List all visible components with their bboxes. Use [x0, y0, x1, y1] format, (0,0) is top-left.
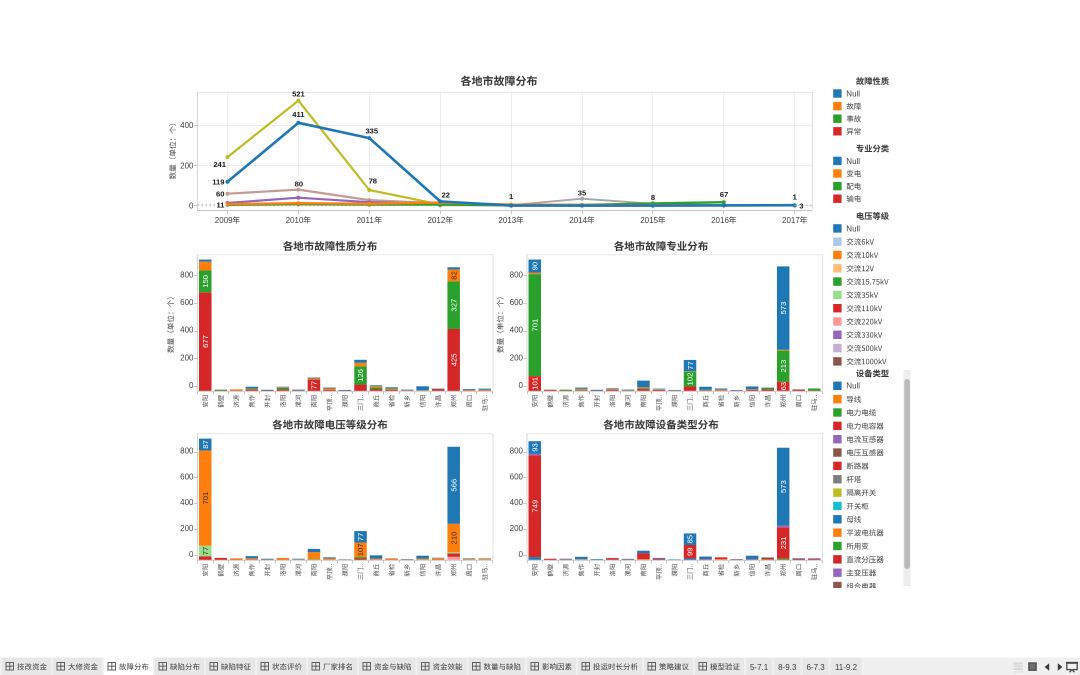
svg-text:2014: 2014	[569, 216, 587, 225]
svg-text:0: 0	[189, 381, 194, 390]
svg-text:101: 101	[531, 377, 540, 390]
svg-text:749: 749	[530, 500, 539, 513]
svg-text:0: 0	[189, 202, 194, 211]
svg-text:2011: 2011	[357, 216, 375, 225]
svg-text:22: 22	[441, 190, 449, 199]
svg-text:400: 400	[180, 326, 194, 335]
svg-text:2015: 2015	[640, 216, 658, 225]
svg-text:Null: Null	[846, 224, 860, 233]
svg-text:400: 400	[180, 498, 194, 507]
svg-text:77: 77	[356, 533, 365, 542]
svg-text:8: 8	[651, 193, 655, 202]
svg-text:327: 327	[449, 299, 458, 312]
svg-text:600: 600	[180, 472, 194, 481]
svg-text:102: 102	[686, 373, 695, 386]
svg-text:87: 87	[201, 440, 210, 449]
svg-text:701: 701	[201, 492, 210, 505]
svg-text:425: 425	[449, 353, 458, 366]
svg-text:60: 60	[216, 189, 224, 198]
svg-text:200: 200	[180, 161, 194, 170]
svg-text:119: 119	[212, 177, 224, 186]
svg-text:99: 99	[686, 547, 695, 556]
svg-text:85: 85	[686, 535, 695, 544]
svg-text:2010: 2010	[286, 216, 304, 225]
svg-text:200: 200	[510, 524, 524, 533]
svg-text:6-7.3: 6-7.3	[806, 663, 825, 672]
svg-text:8-9.3: 8-9.3	[778, 663, 797, 672]
svg-text:200: 200	[180, 353, 194, 362]
svg-text:231: 231	[779, 537, 788, 550]
svg-text:400: 400	[510, 498, 524, 507]
svg-text:Null: Null	[846, 382, 860, 391]
svg-text:600: 600	[180, 298, 194, 307]
svg-text:2013: 2013	[498, 216, 516, 225]
svg-text:800: 800	[510, 447, 524, 456]
svg-text:126: 126	[356, 369, 365, 382]
svg-text:701: 701	[530, 319, 539, 332]
svg-text:5-7.1: 5-7.1	[750, 663, 769, 672]
svg-text:78: 78	[369, 177, 377, 186]
svg-text:0: 0	[519, 550, 524, 559]
svg-text:400: 400	[510, 326, 524, 335]
svg-text:93: 93	[530, 443, 539, 452]
svg-text:90: 90	[530, 262, 539, 271]
svg-text:677: 677	[201, 335, 210, 348]
svg-text:521: 521	[292, 90, 305, 99]
svg-text:0: 0	[519, 381, 524, 390]
svg-text:77: 77	[201, 547, 210, 556]
svg-text:2016: 2016	[711, 216, 729, 225]
svg-text:3: 3	[799, 202, 803, 211]
svg-text:335: 335	[365, 127, 378, 136]
svg-text:67: 67	[720, 190, 728, 199]
svg-text:241: 241	[213, 160, 226, 169]
svg-text:82: 82	[449, 271, 458, 280]
svg-text:600: 600	[510, 472, 524, 481]
svg-text:2012: 2012	[428, 216, 446, 225]
svg-text:2009: 2009	[215, 216, 233, 225]
svg-text:400: 400	[180, 121, 194, 130]
svg-text:800: 800	[180, 270, 194, 279]
svg-text:1: 1	[509, 192, 514, 201]
svg-text:210: 210	[449, 532, 458, 545]
svg-text:63: 63	[779, 382, 788, 391]
svg-text:200: 200	[510, 353, 524, 362]
svg-text:11-9.2: 11-9.2	[835, 663, 858, 672]
svg-text:213: 213	[779, 360, 788, 373]
svg-text:573: 573	[779, 480, 788, 493]
svg-text:1: 1	[793, 192, 798, 201]
svg-text:600: 600	[510, 298, 524, 307]
svg-text:411: 411	[292, 110, 305, 119]
svg-text:107: 107	[356, 543, 365, 556]
svg-text:77: 77	[686, 361, 695, 370]
svg-text:Null: Null	[846, 157, 860, 166]
svg-text:573: 573	[779, 302, 788, 315]
svg-text:2017: 2017	[782, 216, 800, 225]
svg-text:800: 800	[510, 270, 524, 279]
svg-text:0: 0	[189, 550, 194, 559]
svg-text:77: 77	[310, 381, 319, 390]
svg-text:Null: Null	[846, 89, 860, 98]
svg-text:200: 200	[180, 524, 194, 533]
svg-text:150: 150	[201, 275, 210, 288]
svg-text:80: 80	[295, 180, 303, 189]
svg-text:566: 566	[449, 479, 458, 492]
svg-text:800: 800	[180, 447, 194, 456]
svg-text:11: 11	[216, 200, 225, 209]
svg-text:35: 35	[578, 188, 587, 197]
